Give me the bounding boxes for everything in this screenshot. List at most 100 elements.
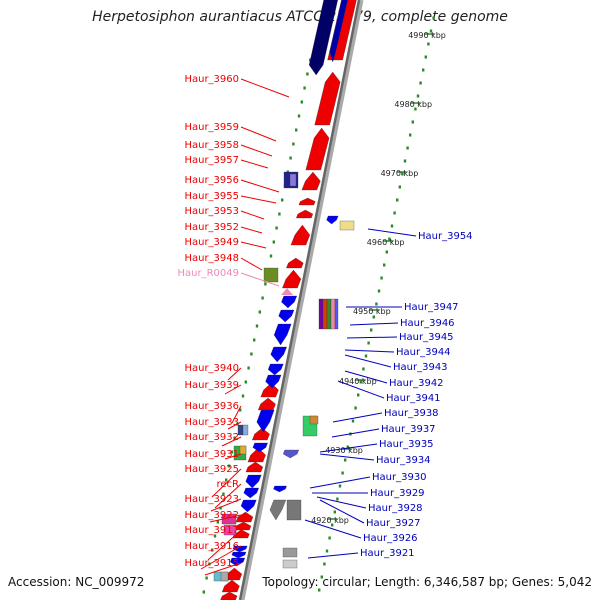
gene-label-right: Haur_3930 — [372, 472, 427, 483]
leader-line — [200, 545, 242, 570]
gene-label-left: Haur_3940 — [184, 363, 239, 374]
rna-feature — [281, 288, 293, 295]
reverse-gene — [269, 499, 287, 521]
leader-line — [221, 436, 242, 447]
leader-line — [240, 241, 267, 249]
gene-label-left: Haur_3933 — [184, 417, 239, 428]
leader-line — [346, 336, 398, 339]
inner-dot — [202, 590, 205, 594]
leader-line — [331, 428, 380, 438]
gene-label-left: Haur_3955 — [184, 191, 239, 202]
leader-line — [240, 210, 265, 220]
ruler-dot — [336, 497, 339, 501]
reverse-gene — [232, 545, 248, 553]
leader-line — [240, 226, 263, 234]
leader-line — [319, 443, 378, 453]
leader-line — [240, 195, 277, 204]
feature-box — [309, 415, 319, 425]
gene-label-right: Haur_3927 — [366, 518, 421, 529]
reverse-gene — [265, 374, 282, 389]
inner-dot — [255, 324, 259, 328]
reverse-gene — [326, 215, 339, 225]
inner-dot — [289, 156, 292, 160]
genome-summary-text: Topology: circular; Length: 6,346,587 bp… — [262, 575, 592, 589]
genome-backbone — [238, 0, 364, 600]
gene-label-right: Haur_3945 — [399, 332, 454, 343]
reverse-gene — [273, 323, 292, 346]
gene-label-right: Haur_3937 — [381, 424, 436, 435]
ruler-dot — [375, 302, 378, 306]
feature-box — [220, 571, 229, 582]
inner-dot — [222, 492, 225, 496]
gene-label-right: Haur_3944 — [396, 347, 451, 358]
forward-gene — [305, 127, 330, 171]
ruler-dot — [331, 523, 334, 527]
gene-label-right: Haur_3941 — [386, 393, 441, 404]
ruler-dot — [362, 367, 365, 371]
leader-line — [337, 380, 385, 399]
forward-gene — [245, 461, 264, 473]
gene-label-right: Haur_3928 — [368, 503, 423, 514]
gene-label-right: Haur_3946 — [400, 318, 455, 329]
leader-line — [240, 144, 273, 157]
ruler-dot — [409, 133, 412, 137]
ruler-tick-label: 4930 kbp — [325, 446, 363, 455]
leader-line — [309, 476, 371, 489]
reverse-gene — [329, 0, 348, 63]
gene-label-left: Haur_3916 — [184, 541, 239, 552]
ruler-dot — [429, 29, 433, 33]
gene-label-left: Haur_3953 — [184, 206, 239, 217]
gene-label-left: Haur_3959 — [184, 122, 239, 133]
inner-dot — [233, 436, 236, 440]
leader-line — [240, 179, 280, 193]
ruler-dot — [325, 549, 329, 553]
gene-label-left: Haur_3960 — [184, 74, 239, 85]
leader-line — [224, 384, 242, 395]
reverse-gene — [256, 409, 275, 433]
gene-label-right: Haur_3942 — [389, 378, 444, 389]
feature-box — [242, 424, 249, 436]
gene-label-left: Haur_3958 — [184, 140, 239, 151]
ruler-dot — [320, 575, 323, 579]
ruler-tick-label: 4980 kbp — [394, 100, 432, 109]
reverse-gene — [230, 557, 246, 567]
ruler-dot — [406, 146, 409, 150]
ruler-dot — [393, 211, 396, 215]
reverse-gene — [252, 442, 268, 453]
inner-dot — [264, 282, 267, 286]
reverse-gene — [281, 295, 298, 309]
inner-dot — [253, 338, 256, 342]
leader-line — [240, 257, 263, 271]
leader-line — [227, 421, 242, 430]
ruler-dot — [424, 55, 427, 59]
feature-box — [326, 298, 332, 330]
inner-dot — [241, 394, 245, 398]
feature-box — [223, 524, 237, 536]
inner-dot — [244, 380, 247, 384]
gene-label-left: recR — [217, 479, 240, 490]
inner-dot — [211, 548, 214, 552]
accession-text: Accession: NC_009972 — [8, 575, 145, 589]
feature-box — [330, 298, 336, 330]
gene-label-left: Haur_3917 — [184, 525, 239, 536]
leader-line — [224, 453, 242, 460]
gene-label-left: Haur_3936 — [184, 401, 239, 412]
feature-box — [286, 499, 302, 521]
backbone-line — [238, 0, 361, 600]
ruler-ticks: 4990 kbp 4980 kbp 4970 kbp 4960 kbp 4950 kbp… — [311, 31, 446, 525]
ruler-dot — [419, 81, 422, 85]
gene-label-left: Haur_3957 — [184, 155, 239, 166]
leader-line — [344, 354, 392, 368]
leader-line — [211, 468, 242, 498]
inner-dot — [219, 506, 222, 510]
ruler-dot — [359, 380, 362, 384]
gene-features — [213, 0, 357, 600]
feature-box — [289, 173, 297, 187]
ruler-dot — [346, 445, 349, 449]
forward-gene — [257, 397, 276, 411]
ruler-dot — [364, 354, 368, 358]
forward-gene — [286, 257, 304, 269]
leader-line — [240, 159, 269, 169]
leader-line — [240, 126, 277, 142]
